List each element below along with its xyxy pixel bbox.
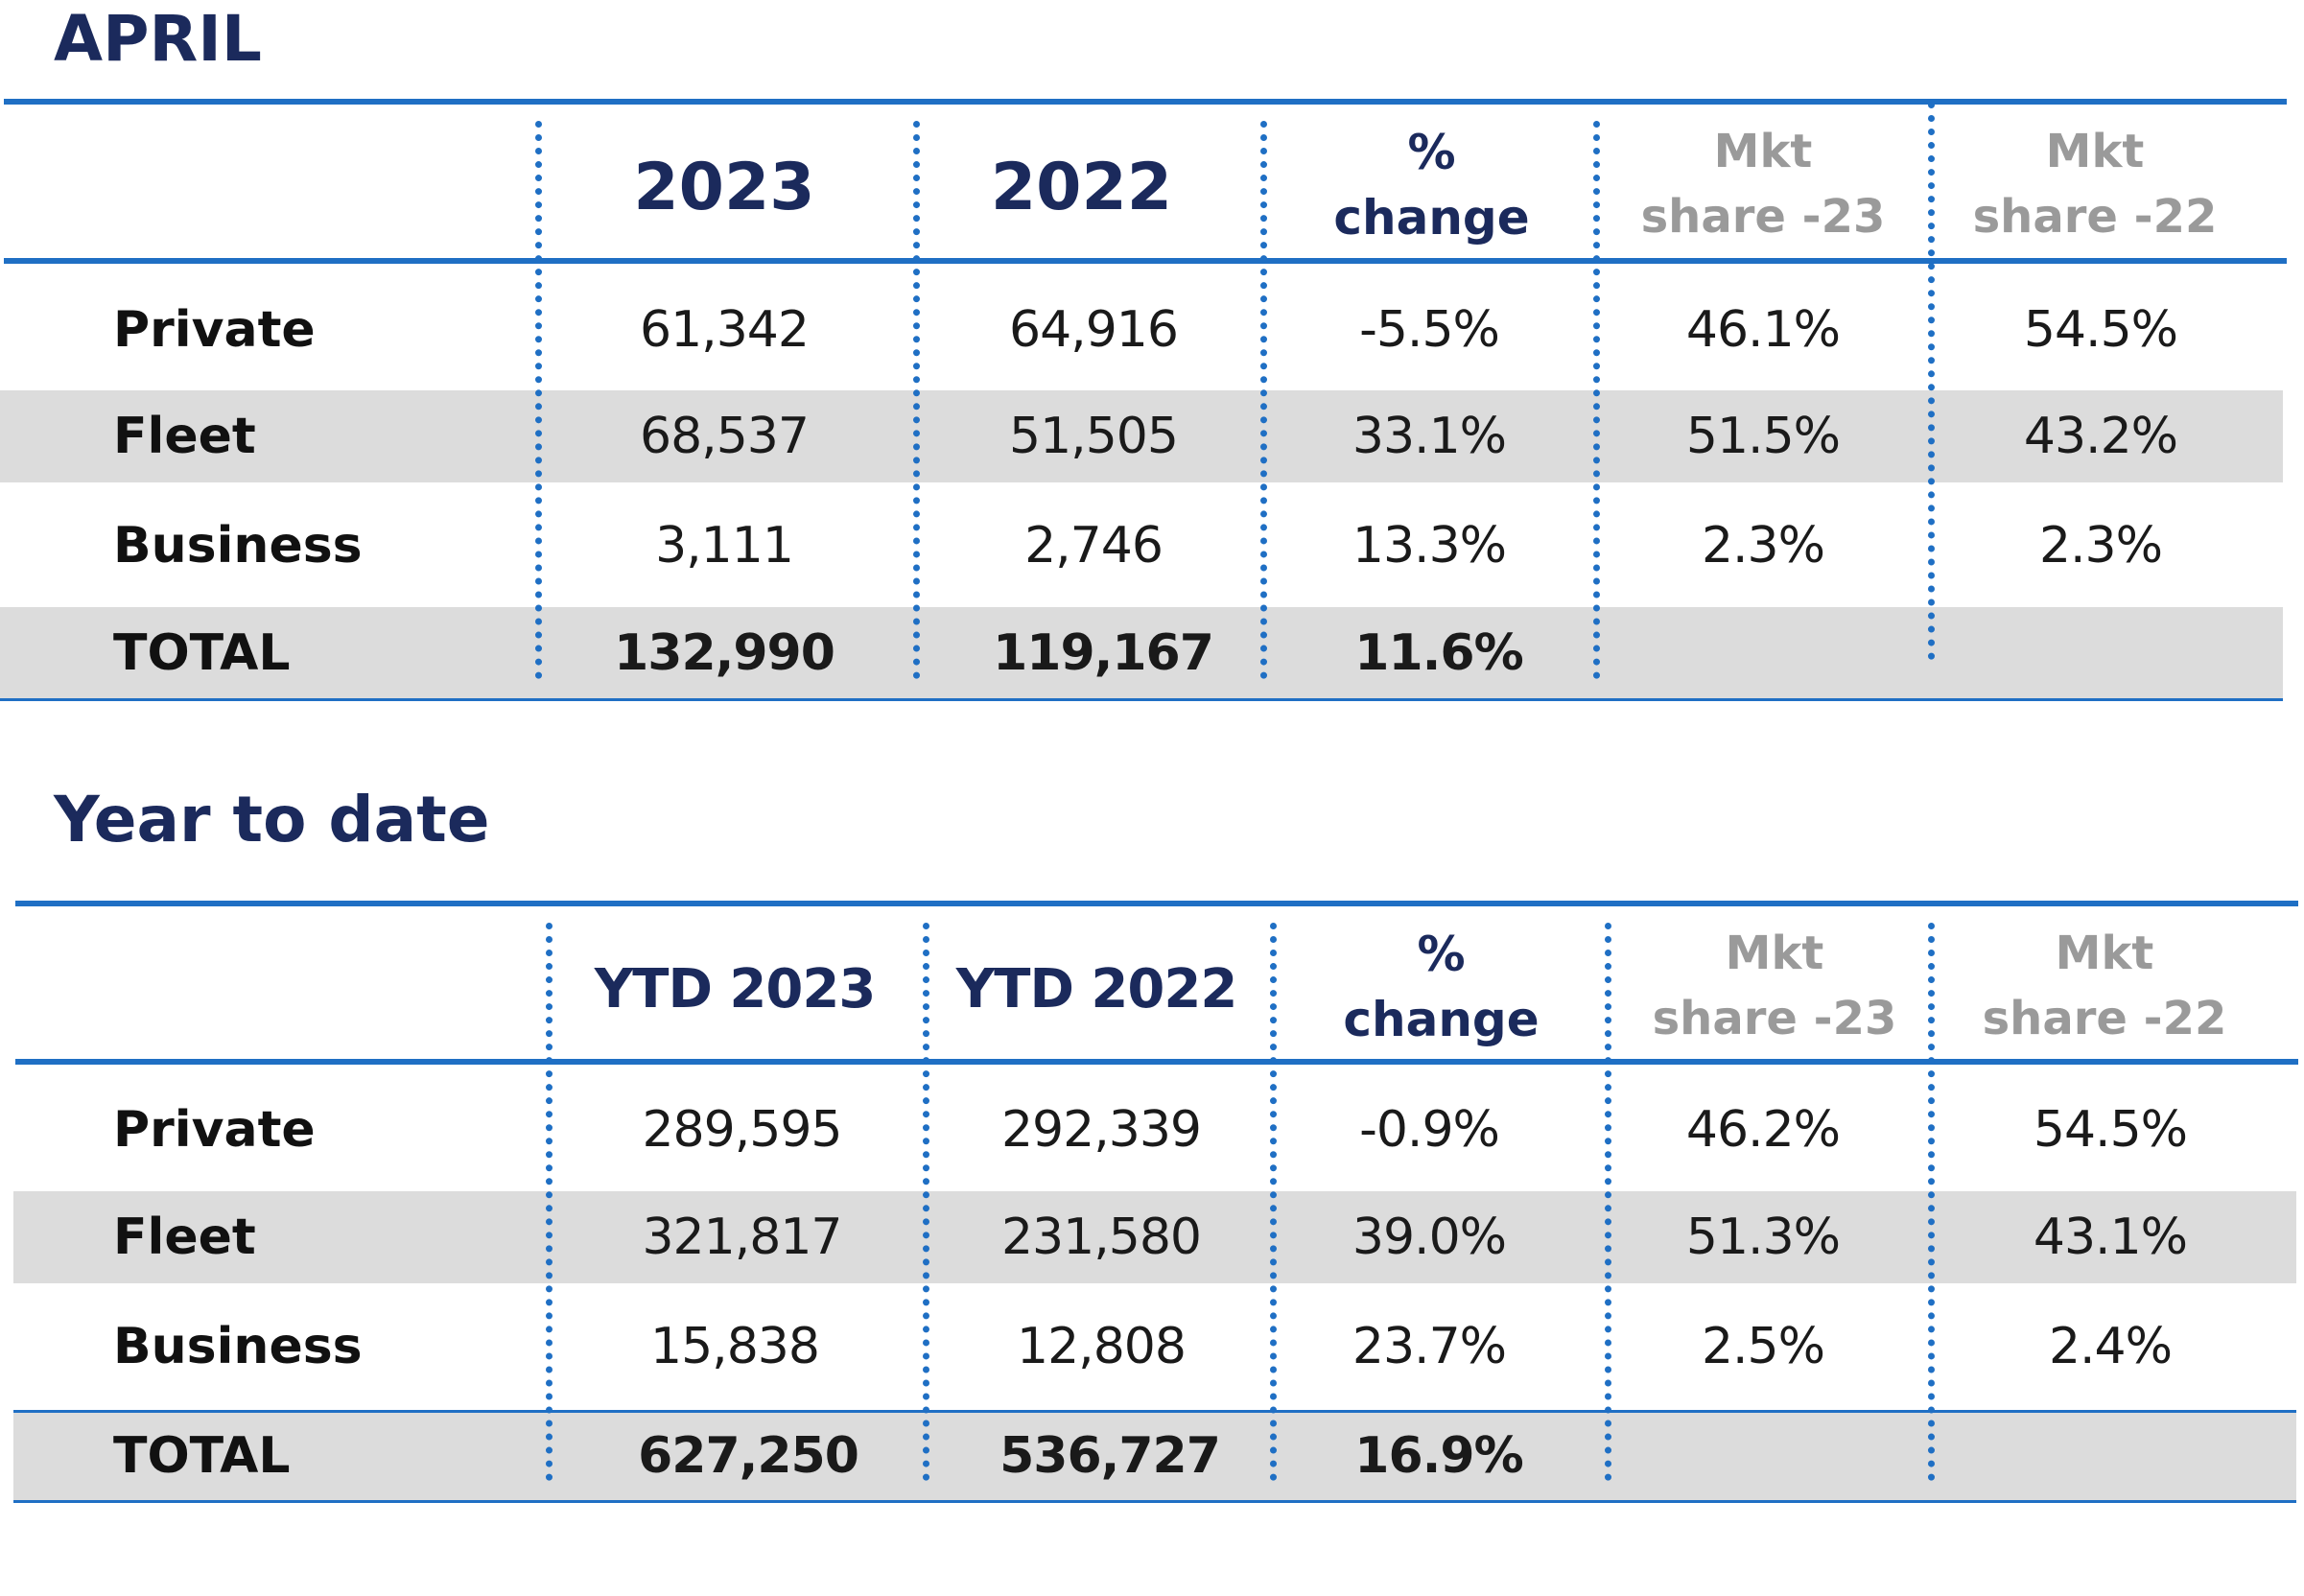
april-row-business-mkt23: 2.3% (1701, 517, 1825, 575)
april-row-fleet-2023: 68,537 (640, 408, 810, 465)
ytd-row-private-2022: 292,339 (1000, 1101, 1202, 1159)
ytd-divider-3 (1270, 923, 1277, 1481)
april-header-mkt22-line2: share -22 (1972, 190, 2218, 244)
ytd-title: Year to date (54, 783, 490, 857)
ytd-row-total-2023: 627,250 (638, 1427, 859, 1485)
april-row-total-2023: 132,990 (614, 624, 835, 682)
ytd-row-total-pct: 16.9% (1354, 1427, 1523, 1485)
ytd-header-2023: YTD 2023 (594, 957, 877, 1021)
april-row-fleet-pct: 33.1% (1352, 408, 1507, 465)
april-fleet-band (0, 390, 2283, 482)
ytd-row-business-2023: 15,838 (650, 1318, 820, 1375)
april-divider-1 (535, 121, 542, 679)
april-header-pct-change: % change (1266, 113, 1597, 257)
april-row-fleet-2022: 51,505 (1009, 408, 1179, 465)
april-row-private-mkt23: 46.1% (1685, 301, 1841, 359)
ytd-row-fleet-pct: 39.0% (1352, 1209, 1507, 1266)
april-row-private-mkt22: 54.5% (2023, 301, 2178, 359)
ytd-divider-2 (923, 923, 929, 1481)
april-divider-2 (913, 121, 920, 679)
ytd-divider-5 (1928, 923, 1935, 1481)
april-header-mkt22-line1: Mkt (2045, 125, 2145, 178)
april-header-mkt23-line2: share -23 (1640, 190, 1886, 244)
ytd-fleet-band (13, 1191, 2296, 1283)
ytd-row-business-2022: 12,808 (1017, 1318, 1187, 1375)
ytd-row-fleet-mkt22: 43.1% (2033, 1209, 2188, 1266)
ytd-header-mkt-share-22: Mkt share -22 (1941, 919, 2268, 1053)
ytd-row-business-mkt22: 2.4% (2048, 1318, 2173, 1375)
ytd-row-business-label: Business (113, 1318, 363, 1375)
ytd-row-business-pct: 23.7% (1352, 1318, 1507, 1375)
april-total-band (0, 607, 2283, 699)
ytd-header-pct-word: change (1343, 992, 1540, 1047)
april-header-rule (4, 258, 2287, 264)
april-row-fleet-label: Fleet (113, 408, 256, 465)
ytd-top-rule (15, 901, 2298, 906)
april-row-total-pct: 11.6% (1354, 624, 1523, 682)
april-header-2022: 2022 (990, 149, 1173, 225)
april-row-fleet-mkt23: 51.5% (1685, 408, 1841, 465)
april-divider-5 (1928, 102, 1935, 660)
ytd-divider-1 (546, 923, 552, 1481)
ytd-header-pct-symbol: % (1417, 927, 1466, 982)
april-row-private-2023: 61,342 (640, 301, 810, 359)
april-header-pct-symbol: % (1407, 125, 1456, 180)
ytd-row-total-label: TOTAL (113, 1427, 291, 1485)
ytd-bottom-rule (13, 1500, 2296, 1503)
april-row-business-2023: 3,111 (655, 517, 794, 575)
ytd-row-private-mkt23: 46.2% (1685, 1101, 1841, 1159)
april-row-total-2022: 119,167 (993, 624, 1214, 682)
ytd-row-private-2023: 289,595 (642, 1101, 842, 1159)
april-bottom-rule (0, 698, 2283, 701)
april-header-mkt-share-23: Mkt share -23 (1600, 117, 1926, 251)
ytd-row-private-label: Private (113, 1101, 316, 1159)
april-divider-3 (1260, 121, 1267, 679)
ytd-header-mkt-share-23: Mkt share -23 (1611, 919, 1938, 1053)
april-divider-4 (1593, 121, 1600, 679)
ytd-total-band (13, 1410, 2296, 1502)
ytd-header-pct-change: % change (1276, 915, 1607, 1059)
ytd-header-mkt22-line1: Mkt (2055, 927, 2154, 980)
april-header-2023: 2023 (633, 149, 815, 225)
april-row-fleet-mkt22: 43.2% (2023, 408, 2178, 465)
april-row-business-pct: 13.3% (1352, 517, 1507, 575)
april-row-private-2022: 64,916 (1009, 301, 1179, 359)
april-header-pct-word: change (1333, 190, 1530, 246)
april-row-total-label: TOTAL (113, 624, 291, 682)
ytd-row-business-mkt23: 2.5% (1701, 1318, 1825, 1375)
ytd-row-fleet-2022: 231,580 (1000, 1209, 1202, 1266)
ytd-header-2022: YTD 2022 (955, 957, 1238, 1021)
april-top-rule (4, 99, 2287, 105)
ytd-total-top-rule (13, 1410, 2296, 1413)
ytd-row-fleet-2023: 321,817 (642, 1209, 842, 1266)
ytd-row-fleet-mkt23: 51.3% (1685, 1209, 1841, 1266)
april-row-business-2022: 2,746 (1024, 517, 1164, 575)
ytd-row-private-mkt22: 54.5% (2033, 1101, 2188, 1159)
ytd-header-mkt22-line2: share -22 (1982, 992, 2227, 1045)
ytd-header-mkt23-line1: Mkt (1725, 927, 1824, 980)
april-header-mkt-share-22: Mkt share -22 (1932, 117, 2258, 251)
ytd-row-fleet-label: Fleet (113, 1209, 256, 1266)
ytd-row-total-2022: 536,727 (999, 1427, 1221, 1485)
ytd-row-private-pct: -0.9% (1359, 1101, 1500, 1159)
april-row-business-mkt22: 2.3% (2038, 517, 2163, 575)
april-header-mkt23-line1: Mkt (1713, 125, 1813, 178)
ytd-divider-4 (1605, 923, 1611, 1481)
ytd-header-mkt23-line2: share -23 (1652, 992, 1897, 1045)
april-title: APRIL (54, 2, 262, 76)
april-row-private-label: Private (113, 301, 316, 359)
april-row-business-label: Business (113, 517, 363, 575)
ytd-header-rule (15, 1059, 2298, 1065)
april-row-private-pct: -5.5% (1359, 301, 1500, 359)
